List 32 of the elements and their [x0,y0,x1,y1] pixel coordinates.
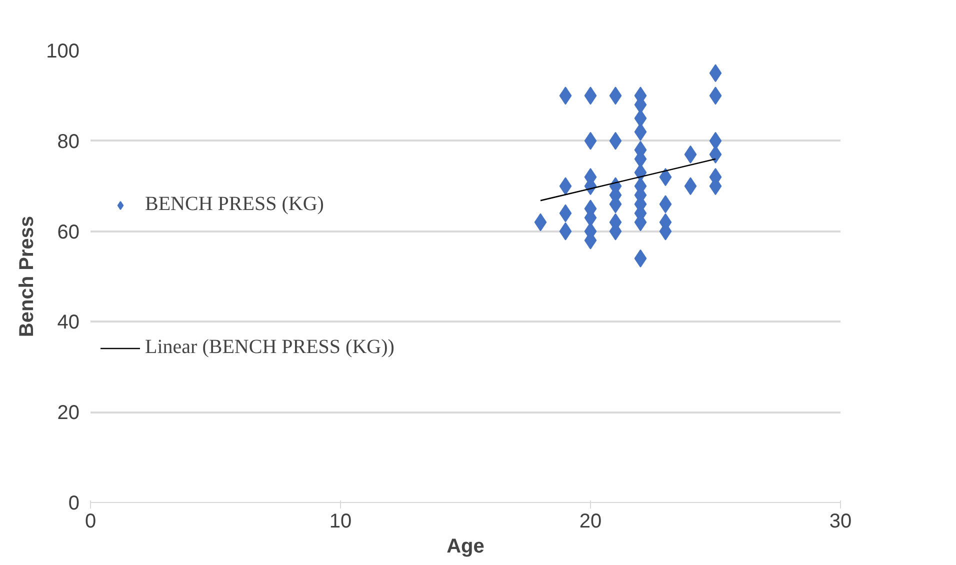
point [584,132,597,150]
legend-label: Linear (BENCH PRESS (KG)) [145,336,394,359]
x-axis-title: Age [446,536,484,558]
y-tick-label: 40 [57,312,80,334]
x-tick-label: 10 [329,510,352,532]
point [709,64,722,82]
y-tick-label: 60 [57,221,80,244]
point [559,177,572,196]
point [559,204,572,222]
x-tick-label: 0 [84,510,96,532]
legend-label: BENCH PRESS (KG) [145,193,324,216]
y-tick-label: 0 [68,492,80,514]
point [609,86,622,105]
point [534,213,547,232]
y-tick-label: 100 [46,40,80,62]
point [684,177,697,196]
y-tick-label: 20 [57,402,80,424]
x-tick-label: 20 [579,510,602,532]
point [659,168,672,186]
point [584,86,597,105]
x-tick-label: 30 [829,510,852,532]
point [609,132,622,150]
point [659,195,672,214]
point [709,132,722,150]
point [634,249,647,268]
point [709,86,722,105]
point [559,86,572,105]
y-axis-title: Bench Press [16,216,38,338]
point [559,222,572,240]
y-tick-label: 80 [57,130,80,153]
point [684,145,697,164]
point [634,109,647,128]
